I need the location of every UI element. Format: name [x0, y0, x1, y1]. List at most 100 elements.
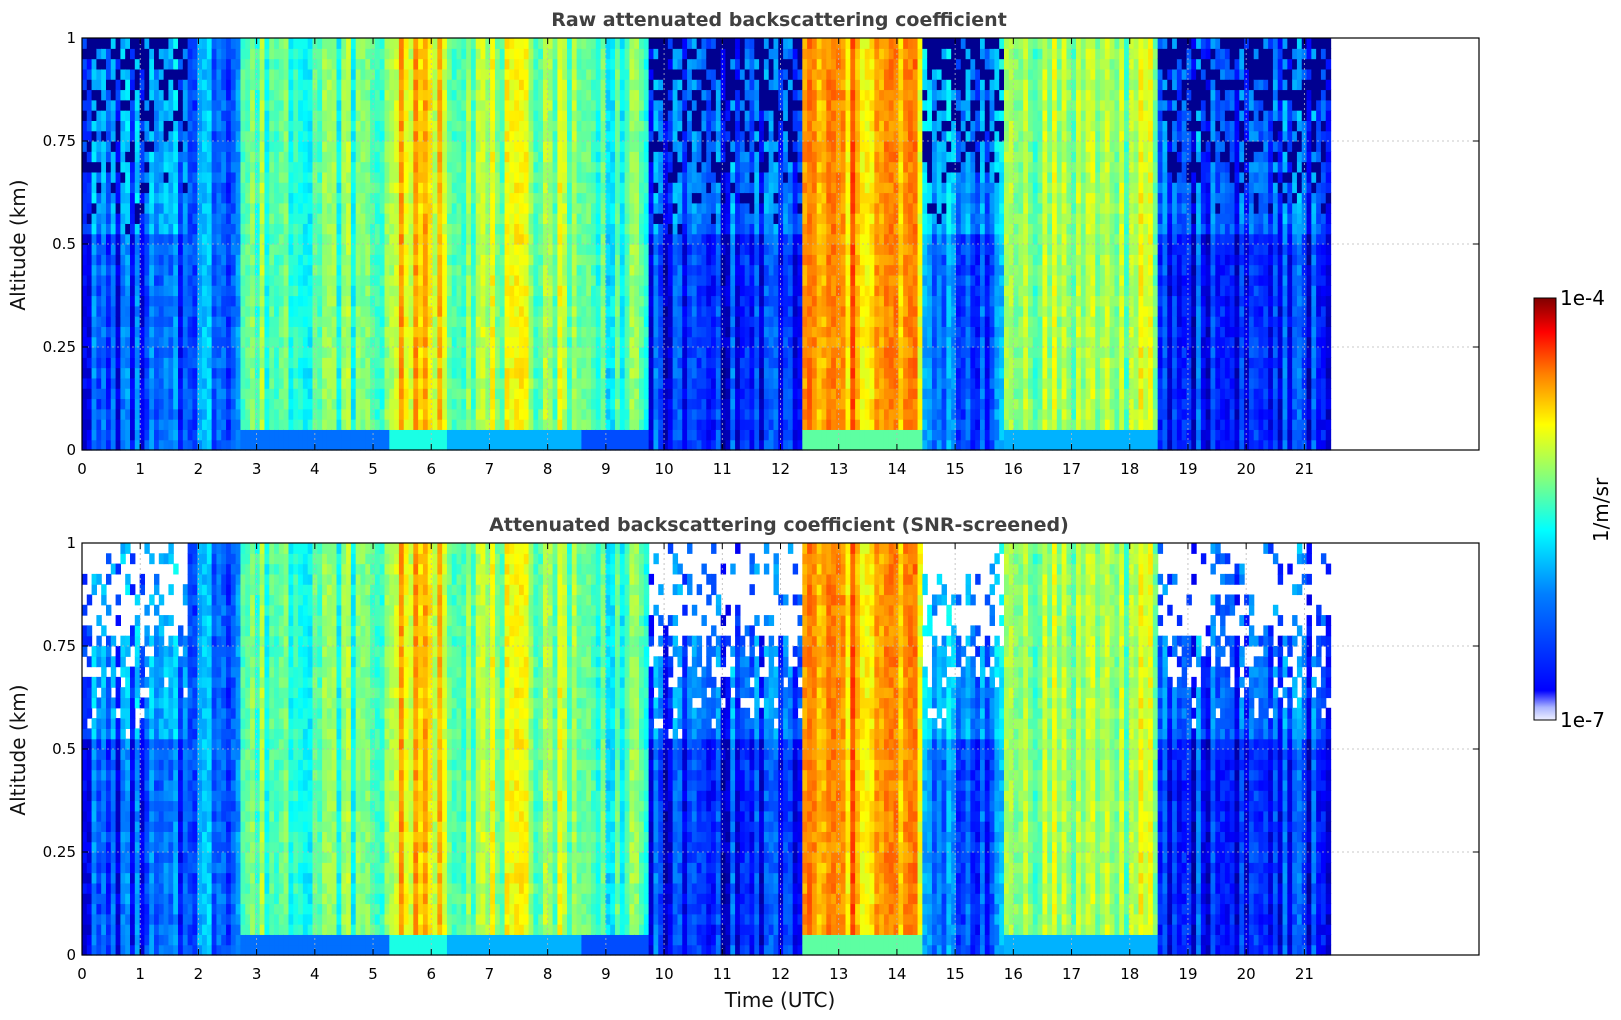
- heatmap-cell: [255, 275, 260, 286]
- heatmap-cell: [92, 192, 97, 203]
- heatmap-cell: [116, 409, 121, 420]
- heatmap-cell: [557, 223, 562, 234]
- heatmap-cell: [466, 192, 471, 203]
- heatmap-cell: [106, 357, 111, 368]
- heatmap-cell: [365, 110, 370, 121]
- heatmap-cell: [149, 275, 154, 286]
- heatmap-cell: [346, 131, 351, 142]
- heatmap-cell: [192, 378, 197, 389]
- heatmap-cell: [188, 223, 193, 234]
- heatmap-cell: [380, 100, 385, 111]
- heatmap-cell: [586, 192, 591, 203]
- heatmap-cell: [509, 357, 514, 368]
- heatmap-cell: [164, 378, 169, 389]
- heatmap-cell: [236, 131, 241, 142]
- heatmap-cell: [92, 368, 97, 379]
- heatmap-cell: [591, 265, 596, 276]
- heatmap-cell: [125, 368, 130, 379]
- heatmap-cell: [260, 182, 265, 193]
- heatmap-cell: [620, 275, 625, 286]
- heatmap-cell: [322, 388, 327, 399]
- heatmap-cell: [596, 285, 601, 296]
- heatmap-cell: [125, 69, 130, 80]
- heatmap-cell: [677, 192, 682, 203]
- heatmap-cell: [548, 172, 553, 183]
- heatmap-cell: [581, 347, 586, 358]
- heatmap-cell: [207, 388, 212, 399]
- heatmap-cell: [240, 48, 245, 59]
- heatmap-cell: [221, 378, 226, 389]
- heatmap-cell: [125, 398, 130, 409]
- heatmap-cell: [168, 162, 173, 173]
- heatmap-cell: [524, 203, 529, 214]
- heatmap-cell: [553, 429, 558, 440]
- heatmap-cell: [293, 326, 298, 337]
- heatmap-cell: [168, 120, 173, 131]
- heatmap-cell: [308, 347, 313, 358]
- heatmap-cell: [481, 265, 486, 276]
- heatmap-cell: [298, 172, 303, 183]
- heatmap-cell: [149, 234, 154, 245]
- heatmap-cell: [620, 203, 625, 214]
- heatmap-cell: [226, 59, 231, 70]
- heatmap-cell: [269, 59, 274, 70]
- heatmap-cell: [317, 419, 322, 430]
- heatmap-cell: [159, 89, 164, 100]
- heatmap-cell: [317, 100, 322, 111]
- heatmap-cell: [288, 316, 293, 327]
- heatmap-cell: [447, 38, 452, 49]
- heatmap-cell: [351, 398, 356, 409]
- heatmap-cell: [385, 357, 390, 368]
- heatmap-cell: [394, 275, 399, 286]
- heatmap-cell: [572, 234, 577, 245]
- heatmap-cell: [418, 110, 423, 121]
- heatmap-cell: [649, 244, 654, 255]
- heatmap-cell: [308, 357, 313, 368]
- heatmap-cell: [524, 440, 529, 451]
- heatmap-cell: [466, 326, 471, 337]
- heatmap-cell: [231, 38, 236, 49]
- heatmap-cell: [394, 347, 399, 358]
- heatmap-cell: [87, 398, 92, 409]
- heatmap-cell: [533, 398, 538, 409]
- heatmap-cell: [418, 378, 423, 389]
- heatmap-cell: [548, 244, 553, 255]
- heatmap-cell: [543, 141, 548, 152]
- heatmap-cell: [529, 192, 534, 203]
- heatmap-cell: [322, 172, 327, 183]
- heatmap-cell: [461, 89, 466, 100]
- heatmap-cell: [116, 162, 121, 173]
- heatmap-cell: [509, 213, 514, 224]
- heatmap-cell: [461, 79, 466, 90]
- heatmap-cell: [634, 440, 639, 451]
- heatmap-cell: [625, 151, 630, 162]
- heatmap-cell: [202, 203, 207, 214]
- heatmap-cell: [529, 120, 534, 131]
- heatmap-cell: [317, 357, 322, 368]
- heatmap-cell: [135, 203, 140, 214]
- heatmap-cell: [533, 48, 538, 59]
- heatmap-cell: [361, 48, 366, 59]
- heatmap-cell: [601, 254, 606, 265]
- heatmap-cell: [192, 120, 197, 131]
- heatmap-cell: [476, 59, 481, 70]
- heatmap-cell: [168, 306, 173, 317]
- heatmap-cell: [447, 419, 452, 430]
- heatmap-cell: [529, 48, 534, 59]
- heatmap-cell: [183, 141, 188, 152]
- heatmap-cell: [389, 38, 394, 49]
- heatmap-cell: [269, 347, 274, 358]
- heatmap-cell: [572, 69, 577, 80]
- heatmap-cell: [274, 38, 279, 49]
- heatmap-cell: [505, 203, 510, 214]
- heatmap-cell: [514, 69, 519, 80]
- heatmap-cell: [101, 38, 106, 49]
- heatmap-cell: [96, 254, 101, 265]
- heatmap-cell: [92, 285, 97, 296]
- heatmap-cell: [461, 429, 466, 440]
- heatmap-cell: [409, 326, 414, 337]
- heatmap-cell: [240, 100, 245, 111]
- heatmap-cell: [144, 429, 149, 440]
- heatmap-cell: [308, 213, 313, 224]
- heatmap-cell: [135, 244, 140, 255]
